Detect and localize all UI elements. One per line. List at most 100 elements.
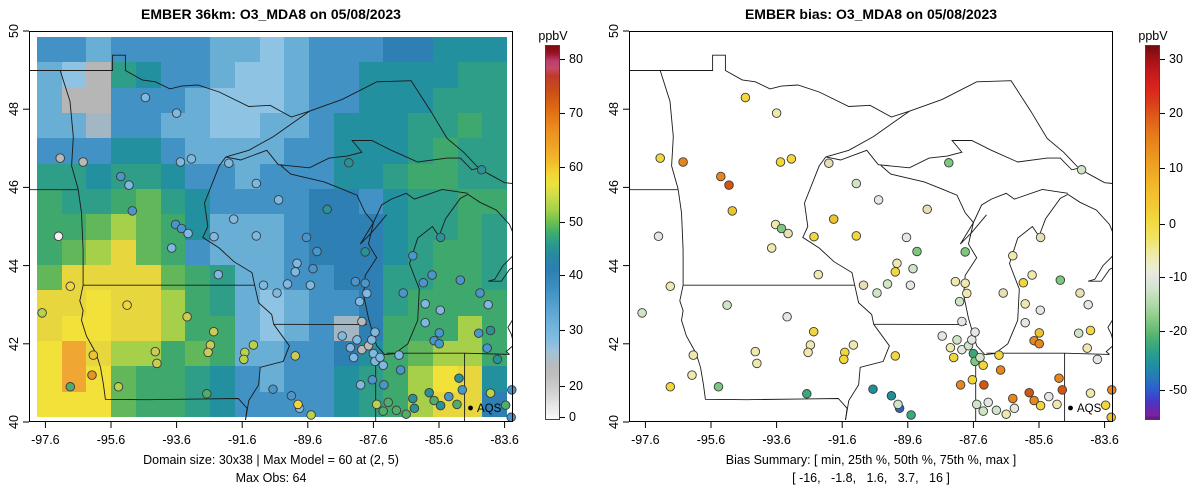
raster-cell (111, 391, 136, 417)
raster-cell (160, 290, 186, 316)
x-axis-tick-label: -85.6 (1024, 433, 1054, 447)
aqs-station-marker (435, 400, 446, 411)
colorbar-tick (1160, 112, 1165, 114)
aqs-station-marker (688, 350, 699, 360)
aqs-station-marker (890, 351, 901, 361)
aqs-station-marker (507, 385, 517, 395)
raster-cell (111, 265, 136, 291)
y-axis-tick-label: 50 (607, 24, 621, 38)
raster-cell (333, 239, 359, 265)
raster-cell (284, 62, 310, 88)
aqs-station-marker (906, 410, 916, 420)
x-axis-tick-label: -85.6 (424, 433, 454, 447)
raster-cell (408, 214, 433, 240)
raster-cell (234, 366, 260, 392)
raster-cell (111, 214, 136, 240)
aqs-station-marker (967, 335, 977, 345)
colorbar-tick (1160, 331, 1165, 333)
y-axis-tick-label: 42 (607, 336, 621, 351)
raster-cell (86, 391, 112, 417)
colorbar-tick-label: 10 (1169, 161, 1183, 175)
raster-cell (185, 239, 211, 265)
colorbar-tick-label: 20 (1169, 105, 1183, 120)
aqs-station-marker (882, 279, 893, 289)
aqs-station-marker (722, 300, 732, 310)
raster-cell (210, 290, 235, 316)
aqs-station-marker (122, 300, 132, 310)
bias-panel-title: EMBER bias: O3_MDA8 on 05/08/2023 (744, 6, 998, 22)
raster-cell (160, 341, 186, 367)
aqs-station-marker (678, 157, 688, 167)
aqs-station-marker (354, 296, 365, 307)
colorbar-tick (1160, 223, 1165, 225)
raster-cell (135, 366, 161, 392)
colorbar-tick-label: 20 (569, 378, 583, 393)
aqs-station-marker (802, 389, 812, 399)
raster-cell (160, 189, 186, 215)
aqs-station-marker (1034, 328, 1045, 338)
aqs-station-marker (360, 247, 370, 257)
raster-cell (309, 37, 334, 63)
aqs-station-marker (251, 231, 262, 241)
aqs-station-marker (1027, 270, 1037, 280)
aqs-station-marker (1020, 299, 1030, 309)
aqs-station-marker (455, 275, 466, 285)
raster-cell (284, 163, 310, 189)
aqs-station-marker (420, 317, 430, 328)
aqs-station-marker (152, 358, 162, 369)
aqs-station-marker (922, 204, 932, 215)
aqs-station-marker (727, 206, 738, 216)
aqs-station-marker (1008, 251, 1018, 261)
aqs-station-marker (476, 165, 487, 175)
aqs-station-marker (401, 409, 411, 419)
plot-frame (629, 31, 1113, 422)
raster-cell (61, 341, 87, 367)
aqs-station-marker (994, 350, 1004, 360)
x-axis-tick-label: -83.6 (490, 433, 519, 447)
raster-cell (61, 189, 87, 215)
aqs-station-marker (408, 393, 418, 404)
raster-cell (284, 189, 310, 215)
aqs-station-marker (809, 231, 819, 242)
x-axis-tick-label: -91.6 (227, 433, 257, 447)
aqs-station-marker (950, 276, 961, 287)
colorbar-tick (560, 58, 565, 60)
raster-cell (234, 391, 260, 417)
y-axis-tick-label: 40 (7, 415, 21, 429)
aqs-station-marker (473, 328, 484, 338)
raster-cell (111, 37, 136, 63)
lake-erie-corner-outline (1105, 345, 1114, 355)
raster-cell (86, 265, 112, 291)
aqs-station-marker (150, 346, 161, 357)
aqs-station-marker (983, 397, 993, 408)
colorbar-tick-label: 0 (1169, 216, 1176, 231)
x-axis-tick-label: -93.6 (762, 433, 791, 447)
aqs-station-marker (1100, 400, 1111, 410)
aqs-station-marker (362, 288, 372, 299)
raster-cell (358, 163, 384, 189)
saginaw-bay-outline (1088, 255, 1114, 282)
raster-cell (383, 239, 409, 265)
aqs-station-marker (286, 391, 297, 401)
raster-cell (482, 239, 507, 265)
raster-cell (309, 315, 334, 341)
raster-cell (86, 239, 112, 265)
colorbar-tick-label: -10 (1169, 270, 1188, 285)
aqs-station-marker (348, 352, 359, 363)
aqs-station-marker (290, 267, 301, 277)
aqs-station-marker (427, 270, 437, 280)
aqs-station-marker (371, 399, 382, 410)
raster-cell (309, 62, 334, 88)
raster-cell (160, 366, 186, 392)
red-river-border-outline (659, 70, 679, 190)
raster-cell (482, 37, 507, 63)
aqs-station-marker (434, 339, 445, 349)
lake-huron-shore-outline (1067, 194, 1114, 233)
raster-cell (383, 163, 409, 189)
raster-cell (37, 315, 62, 341)
raster-cell (309, 290, 334, 316)
aqs-station-marker (653, 231, 664, 242)
aqs-station-marker (239, 354, 249, 365)
aqs-station-marker (248, 340, 259, 350)
aqs-station-marker (375, 352, 385, 363)
